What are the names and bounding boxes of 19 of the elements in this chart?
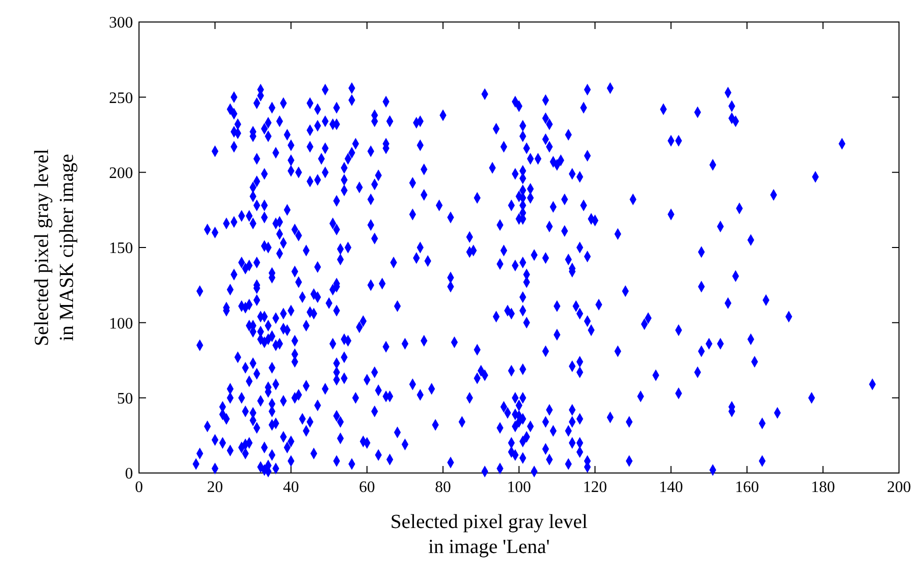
x-tick-label: 80 (435, 479, 451, 496)
x-tick-label: 60 (359, 479, 375, 496)
x-tick-label: 40 (283, 479, 299, 496)
x-axis-title: Selected pixel gray level in image 'Lena' (390, 511, 588, 558)
y-tick-label: 250 (109, 90, 133, 107)
y-tick-label: 0 (125, 466, 133, 483)
x-tick-label: 140 (659, 479, 683, 496)
x-tick-label: 100 (507, 479, 531, 496)
y-tick-label: 300 (109, 14, 133, 32)
x-tick-label: 20 (207, 479, 223, 496)
y-axis-title: Selected pixel gray level in MASK cipher image (31, 148, 78, 346)
y-tick-label: 200 (109, 164, 133, 182)
x-tick-label: 160 (735, 479, 759, 496)
y-tick-label: 50 (117, 390, 133, 408)
x-tick-label: 180 (811, 479, 835, 496)
x-tick-label: 200 (887, 479, 911, 496)
y-tick-label: 100 (109, 315, 133, 332)
x-tick-label: 120 (583, 479, 607, 496)
y-tick-label: 150 (109, 240, 133, 258)
